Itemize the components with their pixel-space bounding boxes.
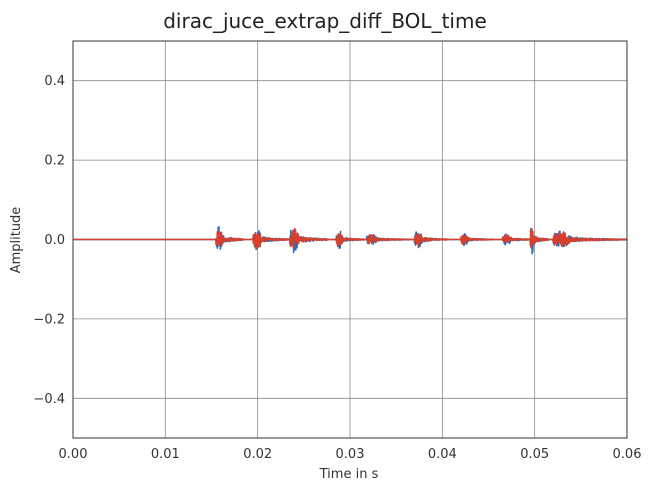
y-tick-label: −0.4: [33, 392, 65, 407]
x-axis-ticks: 0.00 0.01 0.02 0.03 0.04 0.05 0.06: [59, 447, 642, 462]
y-tick-label: 0.4: [44, 74, 65, 89]
chart-title: dirac_juce_extrap_diff_BOL_time: [163, 9, 487, 33]
x-tick-label: 0.06: [613, 447, 642, 462]
x-axis-label: Time in s: [319, 467, 379, 482]
x-tick-label: 0.04: [428, 447, 457, 462]
y-tick-label: −0.2: [33, 312, 65, 327]
x-tick-label: 0.05: [520, 447, 549, 462]
y-tick-label: 0.2: [44, 154, 65, 169]
plot-frame: [72, 40, 628, 439]
y-axis-label: Amplitude: [9, 207, 24, 274]
y-tick-label: 0.0: [44, 233, 65, 248]
x-tick-label: 0.01: [151, 447, 180, 462]
x-tick-label: 0.00: [59, 447, 88, 462]
y-axis-ticks: −0.4 −0.2 0.0 0.2 0.4: [33, 74, 65, 407]
plot-series: [72, 226, 628, 255]
x-tick-label: 0.03: [336, 447, 365, 462]
x-tick-label: 0.02: [243, 447, 272, 462]
series-line-1: [72, 227, 628, 250]
